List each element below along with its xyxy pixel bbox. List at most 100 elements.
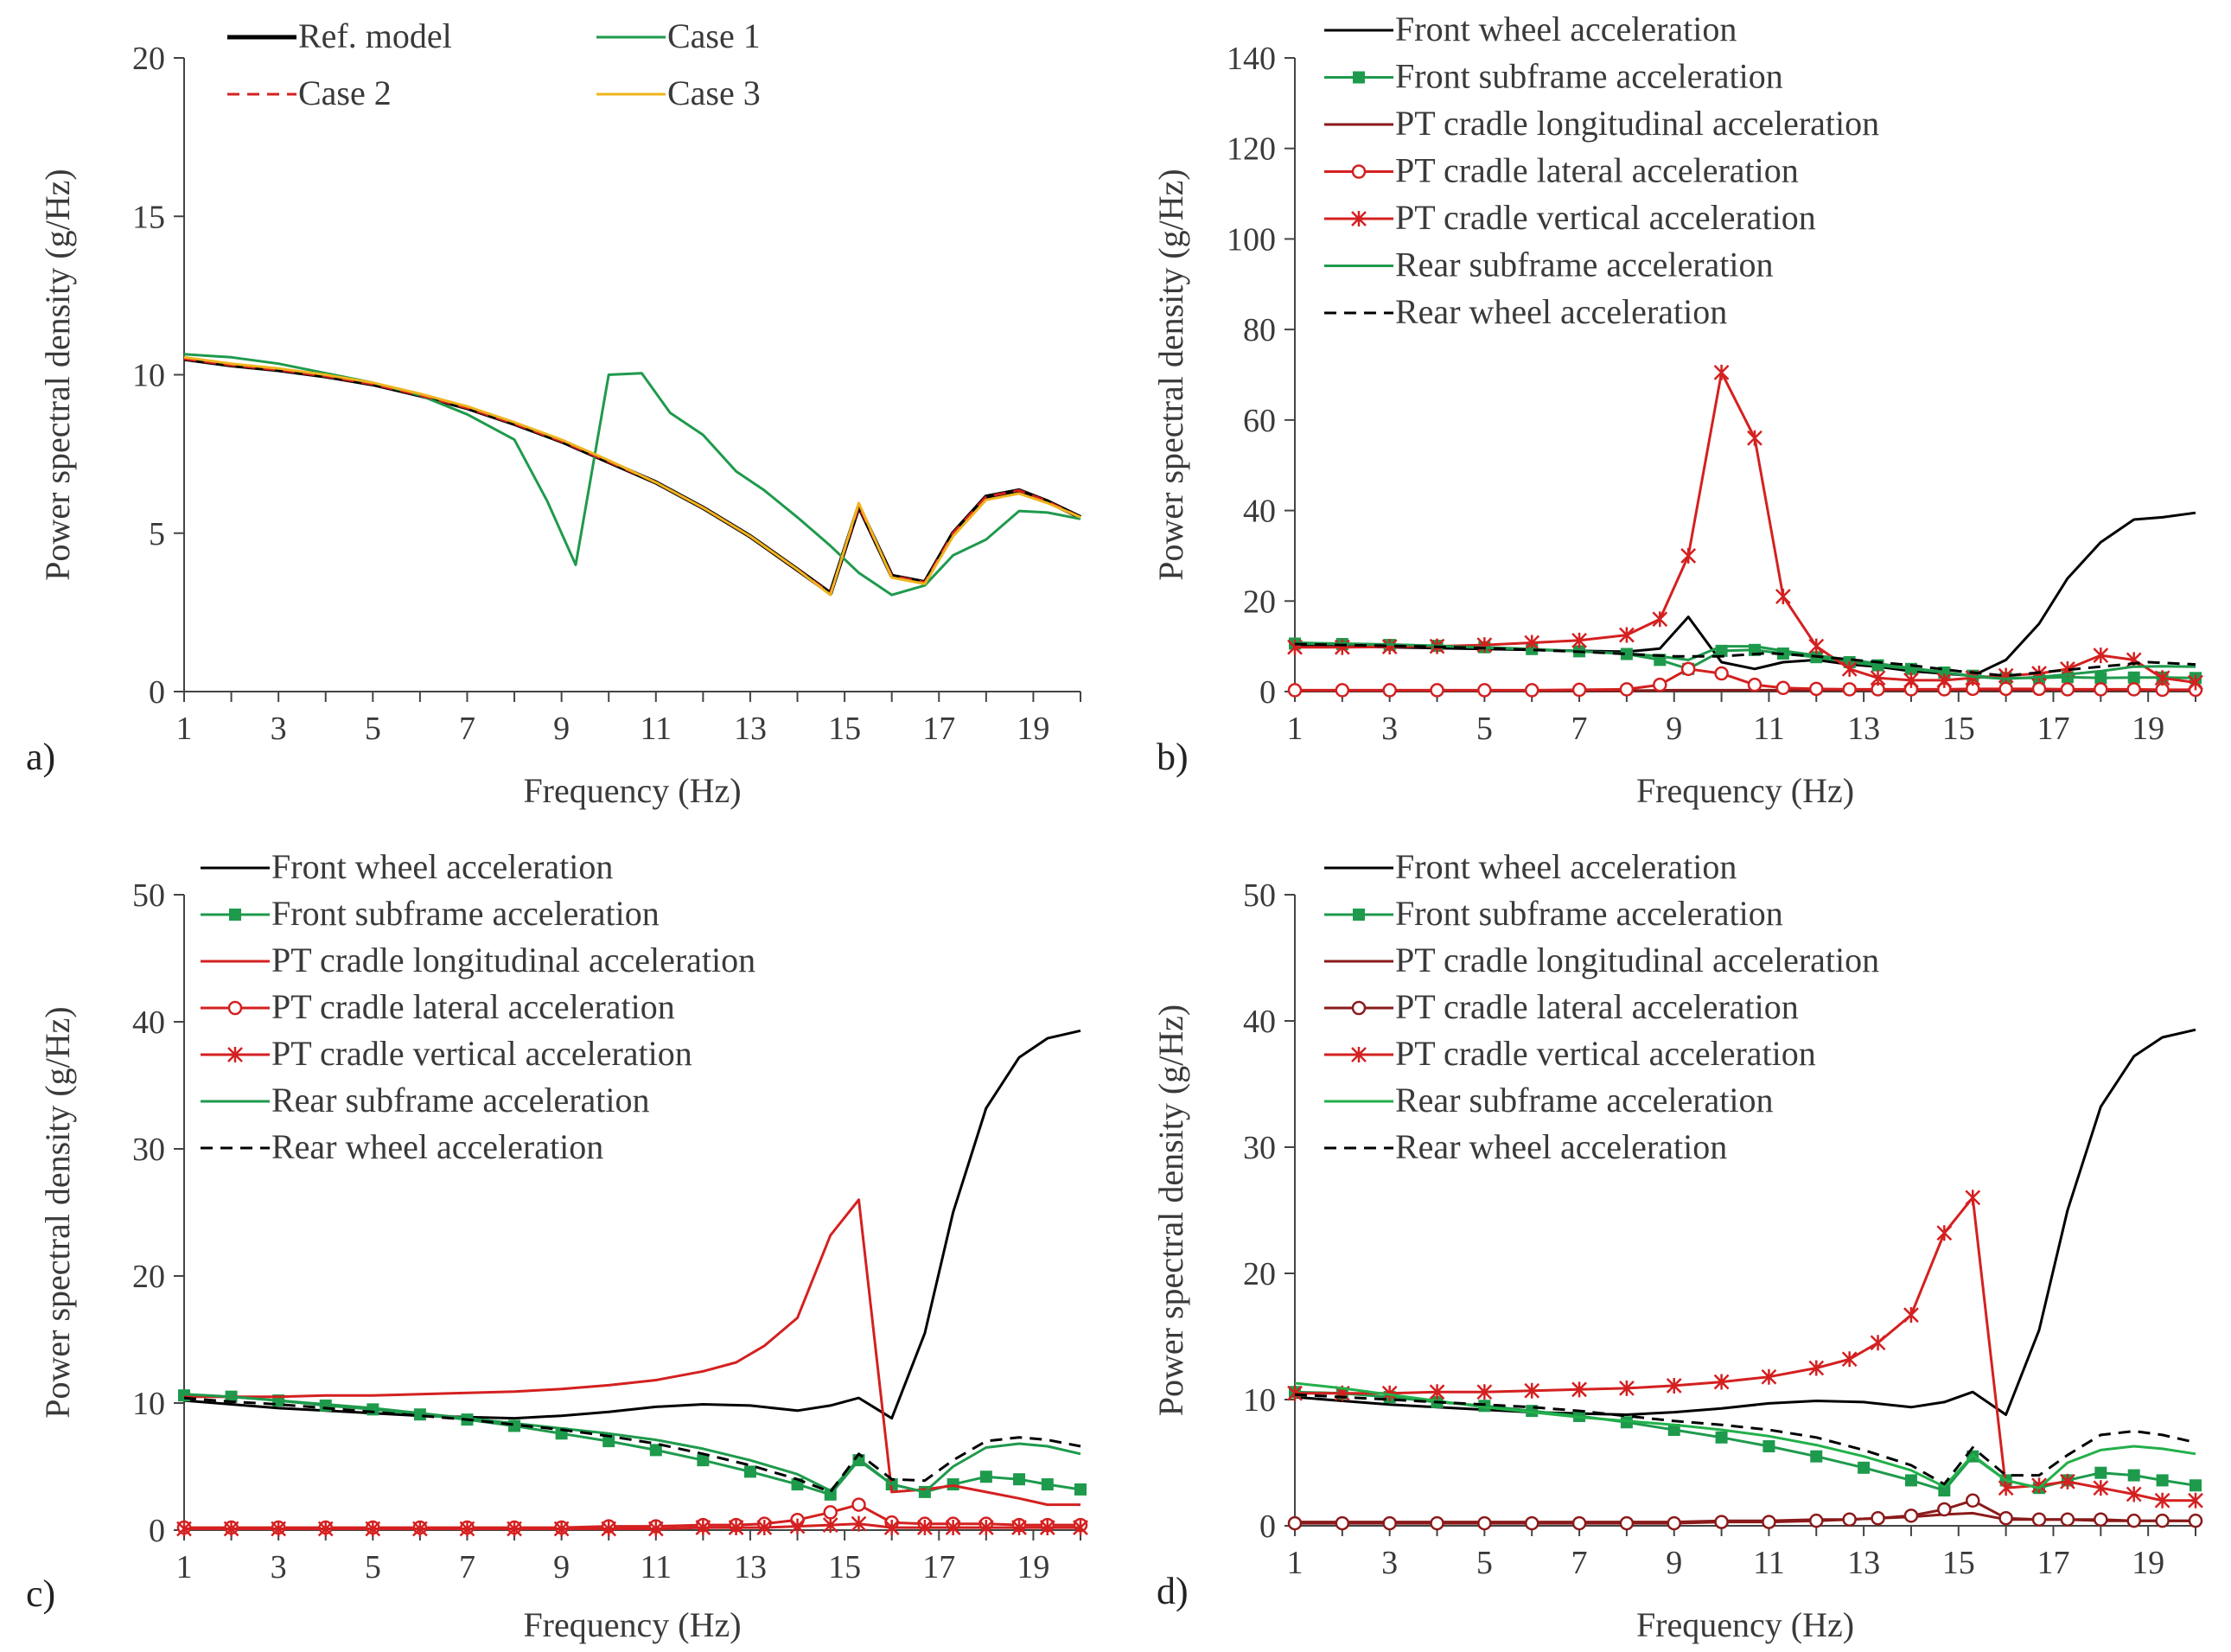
data-point xyxy=(1998,681,2013,697)
y-tick-label: 10 xyxy=(132,358,165,394)
x-tick-label: 3 xyxy=(271,711,287,747)
data-point xyxy=(823,1505,838,1520)
data-point xyxy=(1013,1473,1026,1486)
legend-item: Front subframe acceleration xyxy=(1324,57,1783,96)
data-point xyxy=(851,1515,867,1532)
series-6 xyxy=(183,1393,1081,1494)
data-point xyxy=(1524,1515,1539,1531)
data-point xyxy=(1713,364,1730,380)
data-point xyxy=(1381,639,1398,655)
data-point xyxy=(2093,647,2109,664)
series-line xyxy=(1294,1393,2196,1486)
y-axis-label: Power spectral density (g/Hz) xyxy=(38,169,77,581)
data-point xyxy=(1841,660,1858,677)
legend-label: Case 2 xyxy=(298,73,392,112)
data-point xyxy=(1938,1484,1951,1497)
x-tick-label: 9 xyxy=(1666,711,1682,747)
panel-label: c) xyxy=(26,1572,55,1615)
data-point xyxy=(649,1444,662,1457)
data-point xyxy=(1808,1360,1825,1376)
y-tick-label: 0 xyxy=(1259,674,1276,711)
data-point xyxy=(2127,671,2140,684)
data-point xyxy=(2094,1466,2107,1479)
data-point xyxy=(1287,1385,1303,1401)
data-point xyxy=(695,1520,711,1536)
x-tick-label: 3 xyxy=(1381,711,1398,747)
data-point xyxy=(1619,1515,1635,1531)
x-tick-label: 5 xyxy=(1476,711,1493,747)
y-tick-label: 10 xyxy=(132,1386,165,1422)
data-point xyxy=(2060,1473,2075,1489)
y-tick-label: 80 xyxy=(1243,312,1276,348)
data-point xyxy=(1747,430,1762,446)
data-point xyxy=(1287,1515,1303,1531)
legend-label: Rear wheel acceleration xyxy=(1395,292,1727,331)
legend-item: Case 1 xyxy=(596,16,761,55)
legend-item: PT cradle lateral acceleration xyxy=(1324,151,1799,190)
data-point xyxy=(1476,1384,1493,1400)
data-point xyxy=(1808,638,1825,654)
data-point xyxy=(1841,1351,1858,1368)
data-point xyxy=(1842,1512,1857,1527)
legend-label: PT cradle lateral acceleration xyxy=(1395,151,1799,190)
y-tick-label: 20 xyxy=(132,1259,165,1295)
data-point xyxy=(1998,667,2014,684)
y-tick-label: 40 xyxy=(1243,494,1276,530)
legend: Front wheel acceleration Front subframe a… xyxy=(201,847,755,1166)
series-7 xyxy=(1294,1393,2196,1486)
data-point xyxy=(2188,1492,2203,1508)
legend-label: Rear subframe acceleration xyxy=(271,1081,650,1119)
data-point xyxy=(1524,635,1540,651)
panel-label: a) xyxy=(26,736,55,778)
y-tick-label: 50 xyxy=(132,877,165,914)
data-point xyxy=(459,1521,475,1537)
data-point xyxy=(602,1435,615,1448)
y-tick-label: 20 xyxy=(1243,584,1276,620)
legend-label: Rear subframe acceleration xyxy=(1395,246,1774,284)
data-point xyxy=(1476,637,1493,654)
series-line xyxy=(183,355,1081,596)
series-7 xyxy=(1294,642,2196,678)
data-point xyxy=(978,1520,994,1536)
data-point xyxy=(1571,682,1587,698)
data-point xyxy=(2154,1492,2170,1508)
data-point xyxy=(2126,1486,2142,1502)
x-axis-label: Frequency (Hz) xyxy=(523,1605,741,1644)
data-point xyxy=(2156,1474,2169,1487)
x-tick-label: 3 xyxy=(1381,1545,1398,1581)
x-tick-label: 11 xyxy=(1753,711,1785,747)
data-point xyxy=(1870,670,1886,686)
data-point xyxy=(2126,682,2141,697)
x-tick-label: 11 xyxy=(640,1549,672,1585)
legend-label: PT cradle vertical acceleration xyxy=(1395,198,1816,237)
x-tick-label: 13 xyxy=(1847,711,1880,747)
x-tick-label: 15 xyxy=(1942,1545,1975,1581)
data-point xyxy=(728,1520,744,1536)
data-point xyxy=(743,1465,756,1478)
panel-label: d) xyxy=(1157,1570,1189,1612)
legend-label: PT cradle longitudinal acceleration xyxy=(1395,104,1879,143)
data-point xyxy=(824,1488,837,1501)
legend-label: Front wheel acceleration xyxy=(1395,10,1737,48)
data-point xyxy=(1680,661,1696,677)
series-4 xyxy=(1287,661,2203,698)
x-tick-label: 17 xyxy=(2037,1545,2069,1581)
data-point xyxy=(507,1521,522,1537)
y-tick-label: 5 xyxy=(149,516,165,552)
data-point xyxy=(365,1521,381,1537)
data-point xyxy=(317,1521,334,1537)
series-line xyxy=(1295,667,2196,692)
data-point xyxy=(1667,1515,1681,1531)
legend-marker xyxy=(227,1000,243,1016)
data-point xyxy=(1809,1513,1824,1528)
data-point xyxy=(1074,1483,1087,1496)
legend-marker xyxy=(1351,1000,1367,1016)
x-tick-label: 7 xyxy=(1571,1545,1588,1581)
data-point xyxy=(1936,672,1953,688)
legend-item: PT cradle vertical acceleration xyxy=(201,1034,692,1073)
y-tick-label: 40 xyxy=(132,1005,165,1041)
series-line xyxy=(183,353,1081,596)
y-tick-label: 30 xyxy=(132,1132,165,1168)
